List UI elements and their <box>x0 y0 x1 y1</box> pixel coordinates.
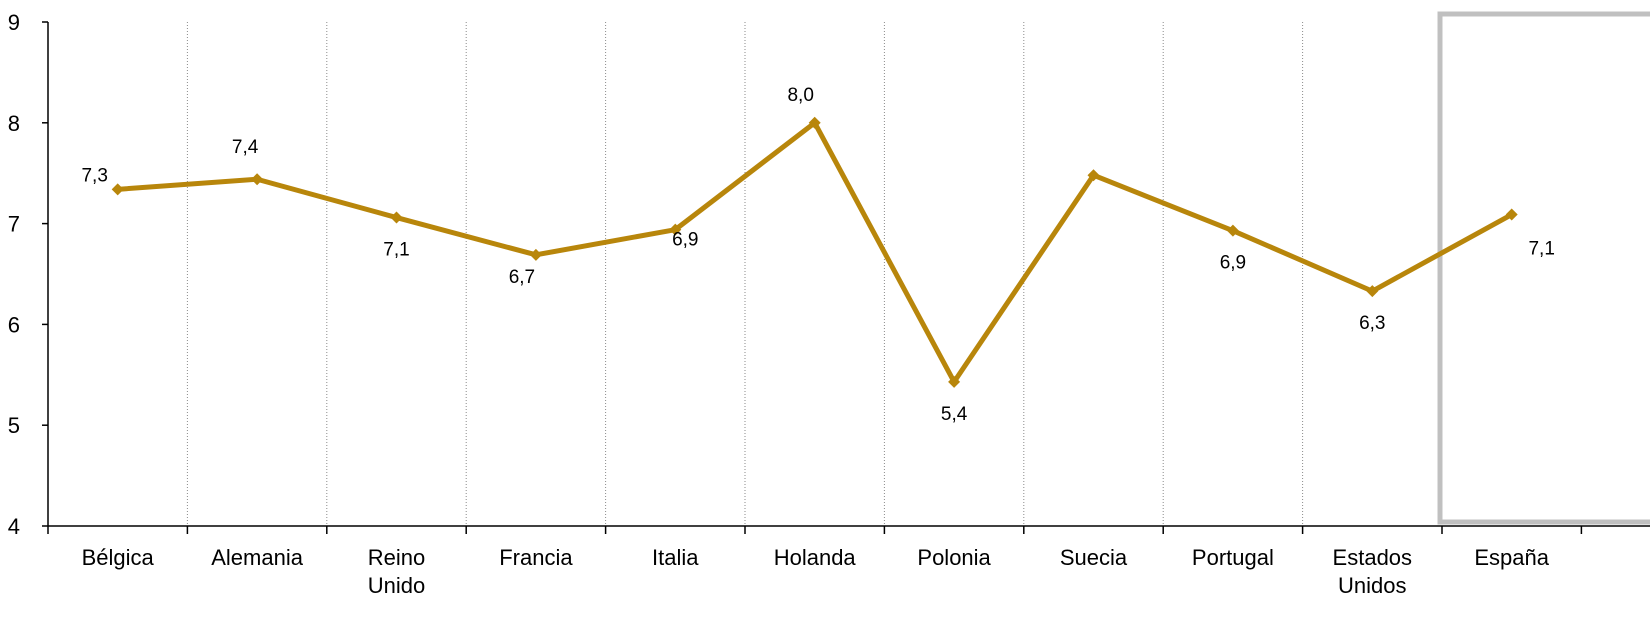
x-tick-label-line: Francia <box>499 545 573 570</box>
x-tick-label-line: Italia <box>652 545 699 570</box>
x-tick-label: Estados Unidos <box>1333 545 1413 598</box>
data-label: 6,7 <box>509 267 535 288</box>
x-tick-label-line: Portugal <box>1192 545 1274 570</box>
x-tick-label: Italia <box>652 545 699 570</box>
x-tick-label-line: España <box>1474 545 1549 570</box>
x-tick-label: España <box>1474 545 1549 570</box>
data-label: 7,3 <box>81 165 107 186</box>
data-label: 5,4 <box>941 404 968 425</box>
data-label: 6,9 <box>672 230 698 251</box>
y-tick-label: 7 <box>8 212 20 237</box>
data-point <box>390 211 403 224</box>
y-tick-label: 4 <box>8 514 20 539</box>
data-label: 6,3 <box>1359 313 1385 334</box>
series-layer <box>111 116 1518 388</box>
x-tick-label-line: Bélgica <box>82 545 155 570</box>
x-tick-label: Polonia <box>917 545 991 570</box>
data-label: 7,1 <box>1528 239 1554 260</box>
x-tick-label-line: Suecia <box>1060 545 1128 570</box>
data-point <box>808 116 821 129</box>
data-point <box>251 173 264 186</box>
highlight-layer <box>1437 11 1650 525</box>
x-tick-label-line: Unidos <box>1338 573 1406 598</box>
data-point <box>111 183 124 196</box>
data-label: 8,0 <box>787 85 813 106</box>
x-tick-label: Portugal <box>1192 545 1274 570</box>
x-tick-label: Francia <box>499 545 573 570</box>
data-label: 7,4 <box>232 137 259 158</box>
series-line <box>117 120 1513 385</box>
data-point <box>948 375 961 388</box>
x-tick-label-line: Unido <box>368 573 425 598</box>
data-point <box>1087 169 1100 182</box>
data-label: 7,1 <box>383 240 409 261</box>
x-tick-label: Suecia <box>1060 545 1128 570</box>
data-point <box>1366 285 1379 298</box>
y-tick-label: 5 <box>8 413 20 438</box>
highlight-box <box>1437 11 1650 525</box>
data-point <box>669 223 682 236</box>
x-tick-label-line: Reino <box>368 545 425 570</box>
x-tick-label: Holanda <box>774 545 857 570</box>
x-tick-label-line: Holanda <box>774 545 857 570</box>
y-tick-label: 9 <box>8 10 20 35</box>
label-layer: 7,3 7,4 7,1 6,7 6,9 8,0 5,4 6,9 6,3 7,1 <box>81 85 1554 425</box>
x-tick-label-line: Estados <box>1333 545 1413 570</box>
grid-layer <box>186 22 1443 526</box>
data-point <box>1226 224 1239 237</box>
x-tick-label: Bélgica <box>82 545 155 570</box>
y-tick-label: 6 <box>8 312 20 337</box>
x-tick-label: Reino Unido <box>368 545 425 598</box>
y-tick-label: 8 <box>8 111 20 136</box>
data-point <box>1505 208 1518 221</box>
x-tick-label-line: Polonia <box>917 545 991 570</box>
x-tick-label-line: Alemania <box>211 545 303 570</box>
data-point <box>529 248 542 261</box>
data-label: 6,9 <box>1220 253 1246 274</box>
axis-layer: 4 5 6 7 8 9 Bélgica Alemania Reino Unido Francia It… <box>8 10 1650 598</box>
x-tick-label: Alemania <box>211 545 303 570</box>
